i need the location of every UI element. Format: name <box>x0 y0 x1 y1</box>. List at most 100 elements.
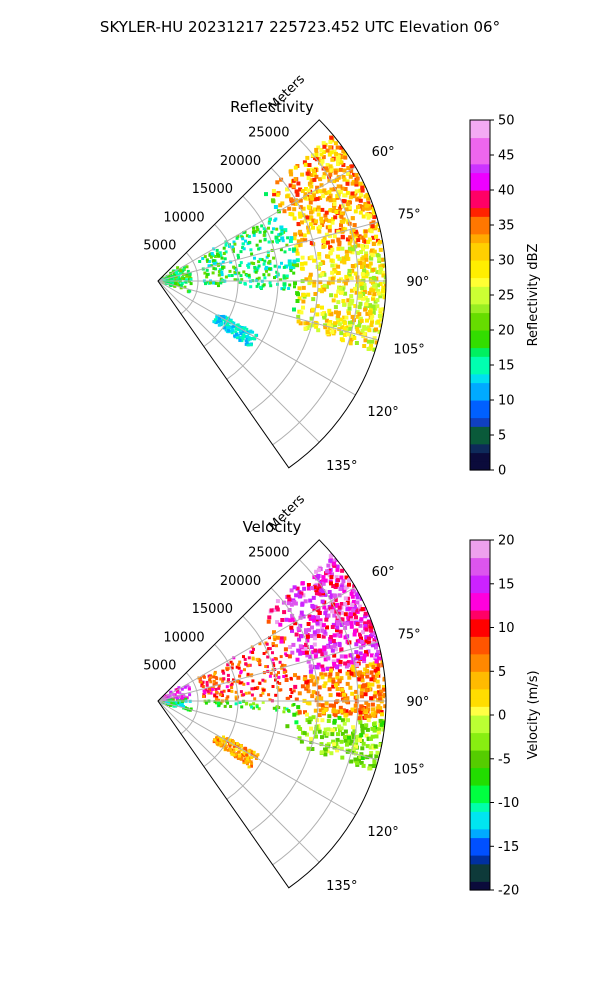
range-tick-label: 25000 <box>248 126 289 141</box>
colorbar-segment <box>470 373 490 384</box>
colorbar-segment <box>470 688 490 699</box>
colorbar-segment <box>470 610 490 620</box>
azimuth-tick-label: 90° <box>406 275 429 290</box>
colorbar-tick-label: -10 <box>498 796 519 811</box>
azimuth-grid-line <box>157 700 379 761</box>
colorbar-segment <box>470 855 490 865</box>
colorbar-segment <box>470 636 490 646</box>
azimuth-tick-label: 75° <box>398 628 421 643</box>
colorbar-segment <box>470 758 490 769</box>
colorbar-segment <box>470 802 490 812</box>
azimuth-tick-label: 60° <box>372 145 395 160</box>
reflectivity-panel: Reflectivity 500010000150002000025000Met… <box>143 72 541 479</box>
colorbar-segment <box>470 452 490 462</box>
colorbar-segment <box>470 741 490 751</box>
colorbar-tick-label: 35 <box>498 219 515 234</box>
colorbar-segment <box>470 653 490 664</box>
colorbar-segment <box>470 557 490 567</box>
range-grid-arc <box>272 139 359 446</box>
velocity-title: Velocity <box>243 518 302 536</box>
colorbar-segment <box>470 242 490 252</box>
range-tick-label: 15000 <box>192 182 233 197</box>
colorbar-segment <box>470 680 490 690</box>
range-tick-label: 5000 <box>143 659 176 674</box>
colorbar-segment <box>470 618 490 629</box>
colorbar-segment <box>470 767 490 777</box>
azimuth-tick-label: 90° <box>406 695 429 710</box>
range-grid-arc <box>180 252 199 315</box>
azimuth-grid-line <box>157 280 379 341</box>
colorbar-segment <box>470 303 490 314</box>
azimuth-grid-line <box>157 280 320 443</box>
colorbar-tick-label: 15 <box>498 577 515 592</box>
azimuth-tick-label: 105° <box>393 762 424 777</box>
colorbar-segment <box>470 627 490 637</box>
reflectivity-sector: 500010000150002000025000Meters60°75°90°1… <box>143 72 429 474</box>
colorbar-segment <box>470 330 490 340</box>
colorbar-segment <box>470 277 490 287</box>
colorbar-segment <box>470 312 490 322</box>
colorbar-segment <box>470 548 490 559</box>
colorbar-tick-label: 0 <box>498 464 506 479</box>
colorbar-segment <box>470 811 490 821</box>
range-tick-label: 25000 <box>248 546 289 561</box>
colorbar-label: Reflectivity dBZ <box>526 244 541 347</box>
colorbar-tick-label: 40 <box>498 184 515 199</box>
colorbar-segment <box>470 163 490 174</box>
range-grid-arc <box>226 195 279 380</box>
colorbar-segment <box>470 750 490 760</box>
azimuth-tick-label: 135° <box>326 459 357 474</box>
colorbar-label: Velocity (m/s) <box>526 670 541 759</box>
colorbar-segment <box>470 128 490 139</box>
colorbar-segment <box>470 190 490 200</box>
colorbar-tick-label: 5 <box>498 665 506 680</box>
azimuth-tick-label: 120° <box>367 405 398 420</box>
colorbar-segment <box>470 732 490 742</box>
azimuth-grid-line <box>157 700 356 816</box>
colorbar-segment <box>470 592 490 602</box>
colorbar-tick-label: 10 <box>498 621 515 636</box>
azimuth-grid-line <box>157 166 356 282</box>
colorbar-segment <box>470 356 490 366</box>
colorbar-segment <box>470 820 490 830</box>
colorbar-tick-label: 25 <box>498 289 515 304</box>
range-grid-arc <box>226 615 279 800</box>
colorbar-tick-label: -15 <box>498 840 519 855</box>
colorbar-tick-label: 0 <box>498 709 506 724</box>
colorbar-segment <box>470 793 490 804</box>
colorbar-tick-label: -20 <box>498 884 519 899</box>
colorbar-tick-label: 20 <box>498 534 515 549</box>
sector-outline <box>157 539 387 889</box>
range-tick-label: 20000 <box>220 154 261 169</box>
colorbar-segment <box>470 785 490 795</box>
range-grid-arc <box>180 672 199 735</box>
colorbar-segment <box>470 295 490 305</box>
colorbar-segment <box>470 426 490 436</box>
velocity-colorbar: -20 -15 -10 -5 0 5 10 15 20 Velocity (m/s) <box>469 534 541 899</box>
colorbar-segment <box>470 207 490 217</box>
velocity-sector: 500010000150002000025000Meters60°75°90°1… <box>143 492 429 894</box>
colorbar-segment <box>470 417 490 427</box>
colorbar-segment <box>470 461 490 471</box>
range-grid-arc <box>272 559 359 866</box>
azimuth-tick-label: 105° <box>393 342 424 357</box>
colorbar-segment <box>470 181 490 191</box>
velocity-panel: Velocity 500010000150002000025000Meters6… <box>143 492 541 899</box>
colorbar-segment <box>470 216 490 226</box>
colorbar-segment <box>470 338 490 349</box>
colorbar-tick-label: 30 <box>498 254 515 269</box>
colorbar-segment <box>470 863 490 874</box>
colorbar-tick-label: 10 <box>498 394 515 409</box>
colorbar-tick-label: 45 <box>498 149 515 164</box>
range-tick-label: 15000 <box>192 602 233 617</box>
colorbar-segment <box>470 828 490 839</box>
range-tick-label: 10000 <box>163 210 204 225</box>
colorbar-segment <box>470 662 490 672</box>
colorbar-segment <box>470 347 490 357</box>
colorbar-segment <box>470 382 490 392</box>
colorbar-segment <box>470 566 490 576</box>
colorbar-segment <box>470 575 490 585</box>
colorbar-segment <box>470 120 490 130</box>
azimuth-tick-label: 120° <box>367 825 398 840</box>
